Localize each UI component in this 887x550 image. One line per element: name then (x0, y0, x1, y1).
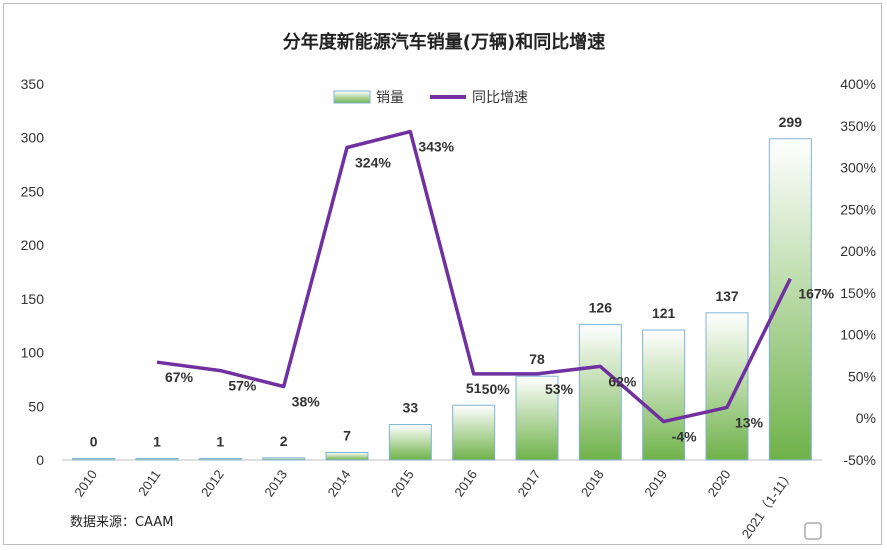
bar-value-label: 0 (90, 434, 98, 450)
source-note: 数据来源：CAAM (70, 515, 173, 530)
bar-value-label: 121 (652, 305, 676, 321)
y-left-tick-label: 200 (21, 237, 45, 253)
y-right-tick-label: 250% (840, 201, 876, 217)
bar-value-label: 299 (779, 114, 803, 130)
legend-bar-swatch (333, 90, 371, 104)
bar (768, 138, 812, 461)
bar-series (72, 138, 812, 461)
line-value-label: 67% (165, 369, 194, 385)
bar (325, 451, 369, 461)
legend: 销量 同比增速 (333, 90, 528, 106)
x-tick-label: 2010 (71, 467, 100, 499)
chart-frame (3, 3, 882, 545)
bar-value-label: 78 (529, 351, 545, 367)
y-right-tick-label: 0% (856, 410, 876, 426)
x-tick-label: 2020 (705, 467, 734, 499)
y-left-tick-label: 300 (21, 130, 45, 146)
line-value-label: 324% (355, 155, 391, 171)
y-right-tick-label: 350% (840, 118, 876, 134)
x-tick-label: 2013 (261, 467, 290, 499)
line-value-label: 13% (735, 414, 764, 430)
bar (705, 312, 749, 461)
x-tick-label: 2011 (135, 467, 163, 499)
x-tick-label: 2015 (388, 467, 417, 499)
bar (72, 458, 116, 461)
bar-value-label: 1 (216, 434, 224, 450)
line-value-label: 57% (228, 378, 257, 394)
x-tick-label: 2012 (198, 467, 227, 499)
x-tick-label: 2018 (578, 467, 607, 499)
bar (515, 375, 559, 461)
bar-data-labels: 0 1 1 2 7 33 51 78 126 121 137 299 (90, 114, 802, 450)
bar-value-label: 2 (280, 433, 288, 449)
bar-value-label: 1 (153, 434, 161, 450)
bar-value-label: 51 (466, 380, 482, 396)
y-right-tick-label: 300% (840, 160, 876, 176)
y-right-tick-label: 200% (840, 243, 876, 259)
legend-series-bar: 销量 (376, 90, 404, 106)
line-value-label: 53% (545, 381, 574, 397)
legend-series-line: 同比增速 (472, 90, 528, 106)
y-left-tick-label: 250 (21, 183, 45, 199)
y-right-tick-label: 50% (848, 368, 876, 384)
bar-value-label: 137 (715, 288, 739, 304)
x-tick-label: 2014 (325, 467, 354, 499)
y-left-tick-label: 100 (21, 345, 45, 361)
chart-title: 分年度新能源汽车销量(万辆)和同比增速 (283, 31, 605, 53)
bar-value-label: 126 (589, 300, 613, 316)
bar-value-label: 33 (403, 400, 419, 416)
y-left-tick-label: 350 (21, 76, 45, 92)
line-value-label: -4% (672, 429, 697, 445)
bar (642, 329, 686, 461)
y-right-tick-label: 100% (840, 327, 876, 343)
line-value-label: 38% (292, 393, 321, 409)
logo-icon (804, 522, 822, 540)
x-tick-label: 2016 (451, 467, 480, 499)
y-left-tick-label: 50 (28, 398, 44, 414)
y-axis-left: 0 50 100 150 200 250 300 350 (21, 76, 45, 468)
y-left-tick-label: 150 (21, 291, 45, 307)
bar (452, 404, 496, 461)
line-value-label: 50% (482, 381, 511, 397)
bar (198, 458, 242, 461)
line-value-label: 62% (608, 373, 637, 389)
x-axis-ticks: 2010 2011 2012 2013 2014 2015 2016 2017 2018 2019… (71, 467, 797, 541)
y-left-tick-label: 0 (36, 452, 44, 468)
bar-value-label: 7 (343, 427, 351, 443)
y-right-tick-label: 150% (840, 285, 876, 301)
line-value-label: 343% (418, 139, 454, 155)
bar (135, 458, 179, 461)
y-axis-right: -50% 0% 50% 100% 150% 200% 250% 300% 350% 400% (840, 76, 876, 468)
watermark (804, 522, 822, 540)
bar (388, 424, 432, 461)
x-tick-label: 2017 (515, 467, 544, 499)
bar (262, 457, 306, 461)
y-right-tick-label: 400% (840, 76, 876, 92)
x-tick-label: 2021（1-11） (739, 467, 797, 541)
bar (578, 324, 622, 461)
line-data-labels: 67% 57% 38% 324% 343% 50% 53% 62% -4% 13% 167% (165, 139, 835, 445)
growth-line (156, 129, 792, 424)
x-tick-label: 2019 (641, 467, 670, 499)
y-right-tick-label: -50% (843, 452, 876, 468)
line-value-label: 167% (798, 286, 834, 302)
